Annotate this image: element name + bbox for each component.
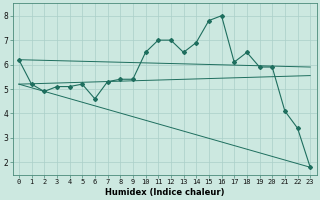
X-axis label: Humidex (Indice chaleur): Humidex (Indice chaleur): [105, 188, 224, 197]
